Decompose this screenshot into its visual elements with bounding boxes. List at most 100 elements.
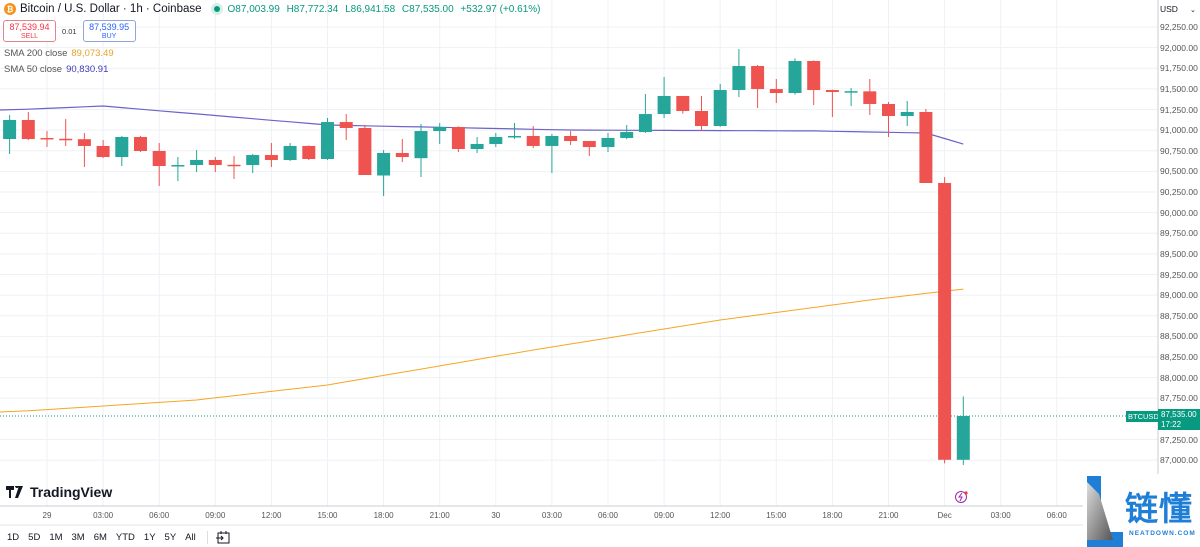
sma200-value: 89,073.49: [71, 48, 114, 59]
open-value: O87,003.99: [227, 3, 280, 15]
close-value: C87,535.00: [401, 3, 454, 15]
candle-body: [676, 95, 690, 111]
candle-body: [844, 91, 858, 93]
candle-body: [171, 165, 185, 167]
price-axis-label: 87,000.00: [1160, 455, 1198, 466]
time-axis-label: 18:00: [822, 511, 843, 520]
price-axis-label: 87,750.00: [1160, 393, 1198, 404]
price-axis-label: 88,000.00: [1160, 372, 1198, 383]
range-all[interactable]: All: [185, 531, 196, 543]
candle-body: [77, 139, 91, 146]
candle-body: [769, 89, 783, 93]
neatdown-watermark: 链懂 NEATDOWN.COM: [1083, 474, 1200, 547]
candle-body: [526, 135, 540, 146]
candle-body: [657, 95, 671, 115]
current-symbol-label: BTCUSD: [1126, 411, 1161, 422]
price-axis-label: 90,000.00: [1160, 207, 1198, 218]
candle-body: [414, 131, 428, 159]
divider: [206, 530, 208, 544]
high-value: H87,772.34: [286, 3, 339, 15]
time-axis-label: 18:00: [373, 511, 394, 520]
watermark-cn: 链懂: [1125, 490, 1193, 527]
candle-body: [377, 152, 391, 176]
trade-buttons: 87,539.94 SELL 0.01 87,539.95 BUY: [3, 20, 136, 42]
range-1d[interactable]: 1D: [7, 531, 20, 543]
candle-body: [321, 122, 334, 159]
sma50-legend[interactable]: SMA 50 close 90,830.91: [4, 64, 108, 75]
sma200-label: SMA 200 close: [4, 48, 68, 59]
tradingview-logo[interactable]: TradingView: [6, 484, 112, 500]
symbol-header: ₿ Bitcoin / U.S. Dollar · 1h · Coinbase …: [4, 3, 544, 15]
range-bar: 1D 5D 1M 3M 6M YTD 1Y 5Y All: [0, 527, 1200, 547]
price-axis-label: 91,750.00: [1160, 63, 1198, 74]
tradingview-wordmark: TradingView: [30, 484, 113, 500]
candle-body: [134, 136, 147, 151]
price-axis-label: 90,500.00: [1160, 166, 1198, 177]
time-axis-label: 03:00: [541, 511, 562, 520]
sma200-legend[interactable]: SMA 200 close 89,073.49: [4, 48, 114, 59]
current-price: 87,535.00: [1161, 410, 1197, 419]
candle-body: [620, 132, 634, 138]
time-axis-label: 06:00: [149, 511, 170, 520]
sell-button[interactable]: 87,539.94 SELL: [3, 20, 56, 42]
sma50-value: 90,830.91: [66, 64, 109, 75]
sma50-line: [0, 105, 964, 145]
time-axis-label: 03:00: [990, 511, 1011, 520]
buy-button[interactable]: 87,539.95 BUY: [82, 20, 136, 42]
sma200-line: [0, 288, 964, 413]
time-axis-label: 30: [491, 511, 501, 520]
candle-body: [956, 415, 970, 460]
time-axis-label: 21:00: [878, 511, 899, 520]
low-value: L86,941.58: [345, 3, 396, 15]
time-axis-label: 09:00: [654, 511, 675, 520]
candle-body: [115, 136, 129, 158]
candle-body: [545, 135, 559, 146]
price-axis-label: 89,250.00: [1160, 269, 1198, 280]
candle-body: [582, 141, 596, 148]
range-3m[interactable]: 3M: [71, 531, 85, 543]
symbol-title[interactable]: Bitcoin / U.S. Dollar · 1h · Coinbase: [20, 3, 202, 15]
candle-body: [938, 183, 952, 460]
events-icon: [955, 491, 968, 503]
candle-body: [882, 103, 895, 117]
buy-price: 87,539.95: [89, 22, 130, 32]
price-axis-label: 91,000.00: [1160, 125, 1198, 136]
price-axis-label: 92,000.00: [1160, 42, 1198, 53]
range-5d[interactable]: 5D: [28, 531, 41, 543]
time-axis-label: 21:00: [429, 511, 450, 520]
range-5y[interactable]: 5Y: [164, 531, 177, 543]
currency-selector[interactable]: USD ⌄: [1160, 4, 1196, 14]
candle-body: [40, 137, 54, 140]
candle-body: [358, 127, 372, 176]
price-axis-label: 89,500.00: [1160, 248, 1198, 259]
bar-countdown: 17:22: [1161, 420, 1182, 429]
market-status-icon: [213, 6, 220, 12]
range-6m[interactable]: 6M: [93, 531, 107, 543]
time-axis-label: 03:00: [93, 511, 114, 520]
range-1y[interactable]: 1Y: [143, 531, 156, 543]
price-axis-label: 91,250.00: [1160, 104, 1198, 115]
spread-value: 0.01: [62, 26, 77, 36]
candle-body: [695, 110, 708, 126]
change-value: +532.97 (+0.61%): [460, 3, 541, 15]
ohlc-values: O87,003.99 H87,772.34 L86,941.58 C87,535…: [228, 4, 545, 15]
candle-body: [788, 60, 802, 93]
candle-body: [825, 90, 839, 93]
price-axis-label: 89,750.00: [1160, 228, 1198, 239]
range-1m[interactable]: 1M: [49, 531, 63, 543]
candle-body: [807, 60, 821, 91]
currency-label: USD: [1160, 4, 1178, 14]
price-axis-label: 91,500.00: [1160, 83, 1198, 94]
candle-body: [638, 114, 652, 133]
candle-body: [208, 159, 222, 166]
sell-price: 87,539.94: [9, 22, 50, 32]
time-axis-label: 15:00: [766, 511, 787, 520]
price-axis-label: 88,500.00: [1160, 331, 1198, 342]
time-axis-label: 09:00: [205, 511, 226, 520]
range-ytd[interactable]: YTD: [115, 531, 135, 543]
candle-body: [59, 138, 73, 141]
tradingview-icon: [6, 486, 23, 498]
candle-body: [264, 155, 278, 160]
goto-date-icon[interactable]: [215, 530, 230, 544]
